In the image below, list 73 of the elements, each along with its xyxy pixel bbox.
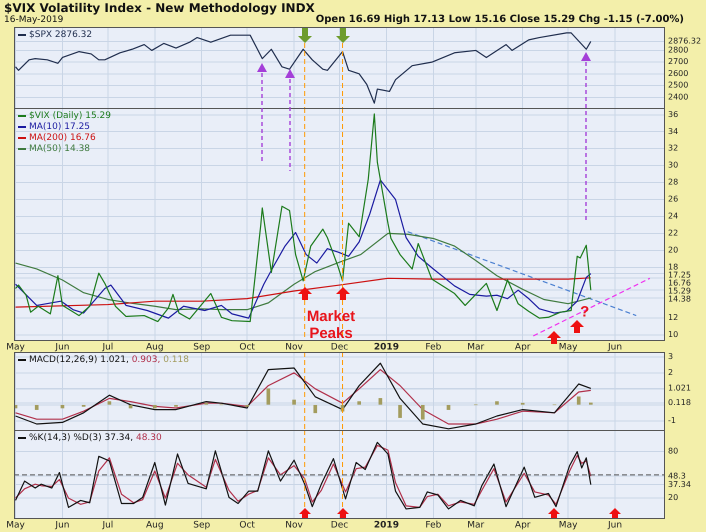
x-tick-label: Mar [467, 342, 485, 353]
y-tick-label: 37.34 [668, 480, 691, 489]
x-tick-label: May [6, 520, 26, 531]
y-tick-label: 20 [668, 493, 678, 502]
x-tick-label: Apr [514, 520, 531, 531]
x-tick-label: Jul [101, 520, 114, 531]
y-tick-label: 36 [668, 110, 678, 119]
y-tick-label: 30 [668, 160, 678, 170]
y-tick-label: 14.38 [668, 294, 691, 304]
y-tick-label: 32 [668, 144, 678, 153]
text: 48.30 [136, 433, 162, 443]
legend-label: MA(10) 17.25 [29, 122, 90, 132]
y-tick-label: 24 [668, 212, 678, 221]
x-tick-label: Feb [425, 342, 442, 353]
y-tick-label: 2 [668, 368, 674, 377]
y-tick-label: 28 [668, 178, 678, 187]
y-tick-label: 20 [668, 245, 678, 254]
y-tick-label: -1 [668, 416, 676, 425]
x-tick-label: Jun [54, 520, 70, 531]
x-tick-label: May [558, 342, 578, 353]
x-tick-label: May [6, 342, 26, 353]
y-tick-label: 2400 [668, 92, 688, 102]
text: 0.903, [132, 355, 162, 365]
text: Open 16.69 High 17.13 Low 15.16 Close 15.29 Chg -1.15 (-7.00%) [316, 14, 684, 25]
x-tick-label: Nov [285, 520, 304, 531]
x-tick-label: Dec [330, 520, 348, 531]
legend-label: MA(200) 16.76 [29, 133, 96, 143]
x-tick-label: Feb [425, 520, 442, 531]
x-tick-label: Sep [193, 342, 210, 353]
x-tick-label: Sep [193, 520, 210, 531]
legend-label: $SPX 2876.32 [29, 30, 92, 40]
y-tick-label: 2600 [668, 68, 688, 78]
y-tick-label: 0.118 [668, 398, 691, 407]
y-tick-label: 16.76 [668, 278, 691, 288]
x-tick-label: Jun [607, 520, 622, 531]
y-tick-label: 2500 [668, 80, 688, 90]
x-tick-label: Jun [607, 342, 622, 353]
y-tick-label: 12 [668, 313, 678, 322]
legend-label: $VIX (Daily) 15.29 [29, 111, 111, 121]
x-tick-label: Jun [54, 342, 70, 353]
chart-title: $VIX Volatility Index - New Methodology INDX [4, 1, 315, 15]
x-tick-label: 2019 [374, 520, 399, 531]
y-tick-label: 26 [668, 194, 678, 204]
x-tick-label: Mar [467, 520, 485, 531]
y-tick-label: 3 [668, 352, 674, 361]
x-tick-label: Jul [101, 342, 114, 353]
legend-label: %K(14,3) %D(3) 37.34, [29, 433, 134, 443]
y-tick-label: 34 [668, 126, 678, 136]
chart-subtitle: 16-May-2019 [4, 15, 64, 25]
x-tick-label: Aug [146, 342, 164, 353]
y-tick-label: 2700 [668, 57, 688, 66]
y-tick-label: 15.29 [668, 286, 691, 296]
y-tick-label: 2800 [668, 46, 688, 55]
legend-label: MACD(12,26,9) 1.021, [29, 355, 130, 365]
y-tick-label: 2876.32 [668, 36, 702, 46]
x-tick-label: Oct [239, 520, 256, 531]
x-tick-label: Aug [146, 520, 164, 531]
y-tick-label: 80 [668, 446, 678, 456]
y-tick-label: 18 [668, 262, 678, 272]
y-tick-label: 10 [668, 330, 678, 340]
legend-label: MA(50) 14.38 [29, 144, 90, 154]
annotation: Market Peaks [306, 308, 356, 342]
y-tick-label: 48.3 [668, 471, 686, 480]
y-tick-label: 1.021 [668, 384, 691, 393]
x-tick-label: Nov [285, 342, 304, 353]
x-tick-label: 2019 [374, 342, 399, 353]
x-tick-label: May [558, 520, 578, 531]
x-tick-label: Oct [239, 342, 256, 353]
y-tick-label: 22 [668, 228, 678, 238]
x-tick-label: Dec [330, 342, 348, 353]
text: 0.118 [163, 355, 189, 365]
x-tick-label: Apr [514, 342, 531, 353]
y-tick-label: 17.25 [668, 270, 691, 280]
